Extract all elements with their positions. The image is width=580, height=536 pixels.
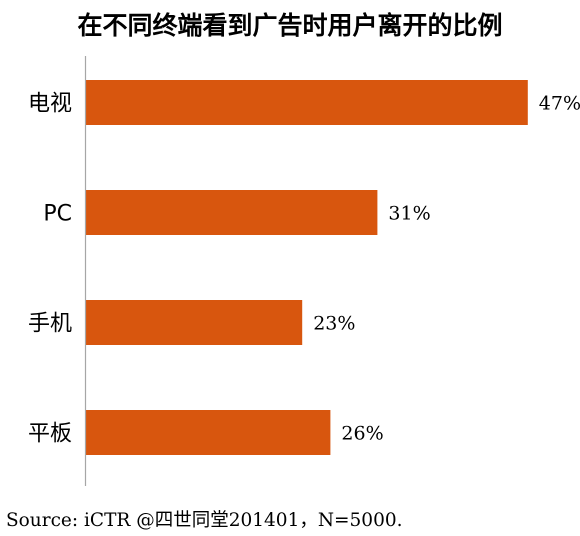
category-label-3: 平板: [28, 422, 72, 447]
category-label-1: PC: [43, 202, 72, 227]
bar-2: [86, 300, 303, 345]
bar-chart: 电视 47% PC 31% 手机 23% 平板 26%: [28, 56, 580, 486]
bars-layer: 电视 47% PC 31% 手机 23% 平板 26%: [28, 80, 580, 455]
bar-0: [86, 80, 528, 125]
value-label-0: 47%: [539, 93, 580, 115]
bar-3: [86, 410, 331, 455]
bar-1: [86, 190, 378, 235]
category-label-0: 电视: [28, 92, 72, 117]
value-label-1: 31%: [388, 203, 430, 225]
chart-title: 在不同终端看到广告时用户离开的比例: [77, 11, 503, 40]
value-label-3: 26%: [341, 423, 383, 445]
value-label-2: 23%: [313, 313, 355, 335]
source-note: Source: iCTR @四世同堂201401，N=5000.: [6, 510, 403, 531]
category-label-2: 手机: [28, 312, 72, 337]
